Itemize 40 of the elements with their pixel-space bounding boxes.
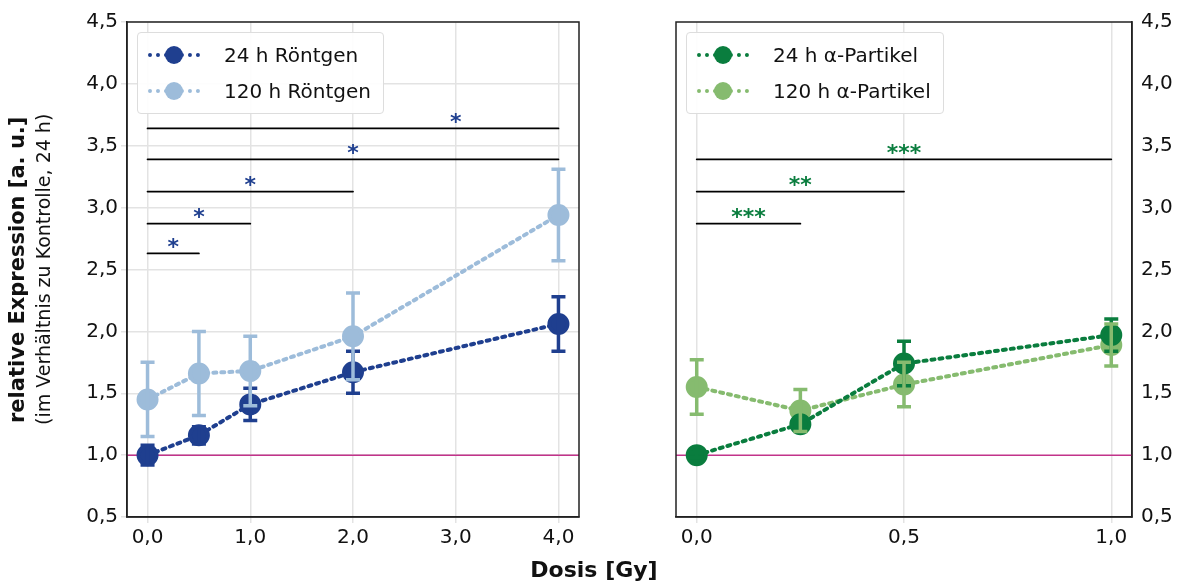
- y2-tick-label: 3,0: [1141, 193, 1173, 218]
- annotation: ***: [886, 140, 922, 166]
- y2-tick-label: 2,0: [1141, 317, 1173, 342]
- x-tick-label: 3,0: [439, 524, 472, 549]
- y2-tick-label: 0,5: [1141, 503, 1173, 528]
- y2-tick-label: 2,5: [1141, 255, 1173, 280]
- y-tick-label: 4,0: [86, 70, 118, 95]
- x-tick-label: 1,0: [234, 524, 267, 549]
- x-tick-label: 1,0: [1095, 524, 1128, 549]
- y2-tick-label: 3,5: [1141, 131, 1173, 156]
- annotation: ***: [731, 204, 767, 230]
- y-tick-label: 4,5: [86, 8, 118, 33]
- x-tick-label: 4,0: [542, 524, 575, 549]
- annotation: *: [193, 204, 206, 230]
- annotation: **: [788, 172, 813, 198]
- y2-tick-label: 4,5: [1141, 8, 1173, 33]
- legend-label: 24 h Röntgen: [224, 43, 359, 67]
- y-tick-label: 0,5: [86, 503, 118, 528]
- annotation: *: [244, 172, 257, 198]
- y-axis-title: relative Expression [a. u.] (im Verhältnis zu Kontrolle, 24 h): [4, 112, 55, 428]
- x-tick-label: 0,0: [131, 524, 164, 549]
- y-tick-label: 1,0: [86, 441, 118, 466]
- y2-tick-label: 4,0: [1141, 70, 1173, 95]
- legend-label: 24 h α-Partikel: [773, 43, 919, 67]
- x-tick-label: 0,5: [888, 524, 920, 549]
- legend-label: 120 h α-Partikel: [773, 79, 931, 103]
- y-tick-label: 1,5: [86, 379, 118, 404]
- y2-tick-label: 1,0: [1141, 441, 1173, 466]
- x-tick-label: 0,0: [680, 524, 713, 549]
- y2-tick-label: 1,5: [1141, 379, 1173, 404]
- x-axis-title: Dosis [Gy]: [529, 557, 659, 582]
- annotation: *: [449, 109, 462, 135]
- y-tick-label: 3,0: [86, 193, 118, 218]
- x-tick-label: 2,0: [337, 524, 369, 549]
- annotation: *: [167, 234, 180, 260]
- y-tick-label: 3,5: [86, 131, 118, 156]
- y-tick-label: 2,5: [86, 255, 118, 280]
- legend-label: 120 h Röntgen: [224, 79, 371, 103]
- y-tick-label: 2,0: [86, 317, 118, 342]
- annotation: *: [347, 140, 360, 166]
